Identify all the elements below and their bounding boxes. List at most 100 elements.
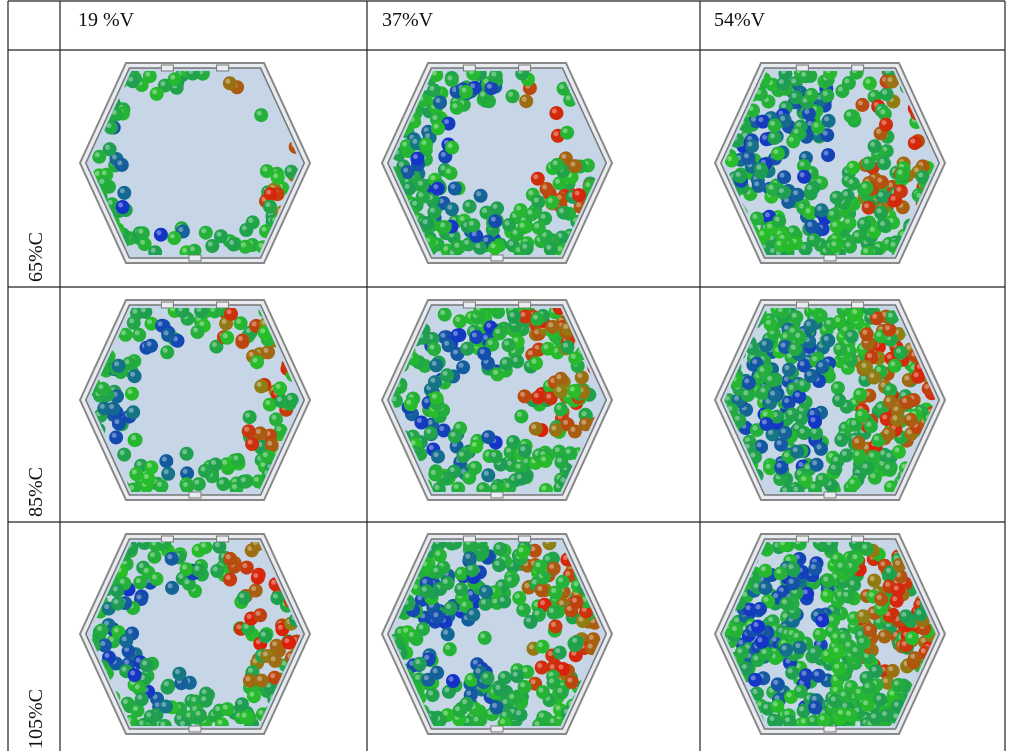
particle-highlight [109,404,114,409]
particle-highlight [194,546,199,551]
particle [214,229,228,243]
particle-highlight [540,600,545,605]
particle [445,202,459,216]
particle [813,628,827,642]
particle-highlight [202,689,207,694]
particle-highlight [589,635,594,640]
particle-highlight [215,542,220,547]
particle [764,317,778,331]
particle-highlight [222,460,227,465]
particle-highlight [765,212,770,217]
particle-highlight [824,116,829,121]
particle [136,226,150,240]
particle [894,184,908,198]
particle [730,624,744,638]
particle-highlight [747,250,752,255]
particle-highlight [123,699,128,704]
notch [491,726,503,732]
particle-highlight [757,442,762,447]
particle [888,359,902,373]
particle [770,699,784,713]
particle [116,200,130,214]
particle-highlight [406,230,411,235]
particle [172,667,186,681]
particle-highlight [843,592,848,597]
particle-highlight [455,706,460,711]
particle-highlight [120,188,125,193]
particle-highlight [223,705,228,710]
particle [852,436,866,450]
particle [401,165,415,179]
particle [812,669,826,683]
particle-highlight [404,463,409,468]
particle [235,697,249,711]
particle-highlight [180,721,185,726]
particle [791,188,805,202]
particle-highlight [253,358,258,363]
particle [493,542,507,556]
particle-highlight [762,341,767,346]
particle [429,358,443,372]
particle [433,548,447,562]
particle-highlight [430,345,435,350]
particle [498,671,512,685]
particle [831,381,845,395]
particle [776,77,790,91]
particle [268,654,282,668]
particle [529,422,543,436]
particle-highlight [902,641,907,646]
particle [565,675,579,689]
particle-highlight [552,109,557,114]
particle-highlight [136,578,141,583]
particle-highlight [284,638,289,643]
particle-highlight [561,477,566,482]
particle [235,334,249,348]
particle [231,453,245,467]
particle-highlight [272,415,277,420]
particle-highlight [872,667,877,672]
particle-highlight [792,93,797,98]
particle-highlight [794,633,799,638]
notch [796,536,808,542]
particle-highlight [795,333,800,338]
particle [793,641,807,655]
particle-highlight [781,103,786,108]
particle-highlight [549,678,554,683]
particle-highlight [838,710,843,715]
particle-highlight [245,413,250,418]
particle-highlight [743,82,748,87]
particle [877,156,891,170]
particle [440,576,454,590]
particle-highlight [190,246,195,251]
particle [785,666,799,680]
particle [842,76,856,90]
particle [856,609,870,623]
particle [808,701,822,715]
particle [875,175,889,189]
particle-highlight [191,697,196,702]
particle [264,187,278,201]
particle-highlight [914,560,919,565]
particle-highlight [859,220,864,225]
particle-highlight [912,475,917,480]
particle-highlight [264,348,269,353]
particle-highlight [781,343,786,348]
particle-highlight [801,719,806,724]
particle [506,435,520,449]
particle [850,645,864,659]
particle-highlight [196,711,201,716]
particle [880,87,894,101]
particle-highlight [757,165,762,170]
particle [431,450,445,464]
particle-highlight [792,313,797,318]
particle [444,166,458,180]
particle-highlight [892,596,897,601]
particle-highlight [481,599,486,604]
particle-highlight [891,196,896,201]
particle [128,668,142,682]
particle-highlight [831,241,836,246]
particle-highlight [790,328,795,333]
particle-highlight [885,582,890,587]
particle-highlight [226,554,231,559]
particle [776,186,790,200]
